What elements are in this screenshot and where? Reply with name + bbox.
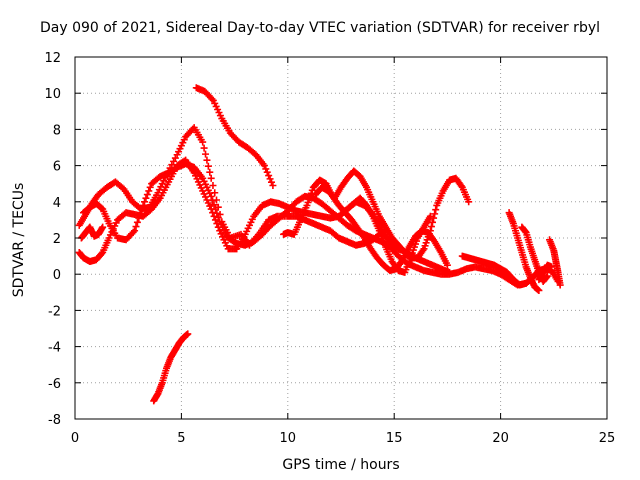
data-point [426, 227, 434, 235]
data-point [133, 218, 141, 226]
data-point [211, 205, 219, 213]
data-point [135, 214, 143, 222]
y-tick-label: 6 [53, 160, 61, 175]
data-point [209, 182, 217, 190]
data-point [199, 138, 207, 146]
data-point [142, 194, 150, 202]
data-point [465, 198, 473, 206]
x-tick-label: 25 [599, 431, 616, 446]
data-point [132, 223, 140, 231]
data-point [204, 162, 212, 170]
y-tick-label: -2 [48, 304, 61, 319]
series-arc-4 [192, 84, 277, 190]
data-point [138, 206, 146, 214]
y-tick-label: 10 [44, 87, 61, 102]
data-point [202, 150, 210, 158]
data-point [136, 210, 144, 218]
y-tick-label: -4 [48, 341, 61, 356]
data-marks [75, 84, 564, 405]
data-point [260, 162, 268, 170]
series-arc-14 [535, 261, 556, 284]
series-arc-1 [75, 124, 394, 249]
data-point [98, 250, 106, 258]
data-point [129, 228, 137, 236]
data-point [543, 272, 551, 280]
y-tick-label: -8 [48, 413, 61, 428]
series-arc-8 [311, 167, 473, 262]
y-tick-label: 4 [53, 196, 61, 211]
data-point [146, 183, 154, 191]
data-point [419, 246, 427, 254]
y-axis-label: SDTVAR / TECUs [11, 182, 27, 298]
data-point [265, 172, 273, 180]
x-axis-label: GPS time / hours [282, 457, 400, 473]
data-point [269, 182, 277, 190]
data-point [431, 210, 439, 218]
data-point [143, 191, 151, 199]
chart-title: Day 090 of 2021, Sidereal Day-to-day VTE… [39, 20, 601, 36]
data-point [145, 187, 153, 195]
data-point [214, 213, 222, 221]
data-point [203, 156, 211, 164]
data-point [535, 286, 543, 294]
x-tick-label: 20 [492, 431, 509, 446]
data-point [131, 227, 139, 235]
data-point [556, 281, 564, 289]
data-point [99, 223, 107, 231]
x-tick-label: 0 [71, 431, 79, 446]
y-tick-label: 2 [53, 232, 61, 247]
data-point [427, 223, 435, 231]
data-point [426, 212, 434, 220]
x-tick-label: 5 [177, 431, 185, 446]
data-point [548, 263, 556, 271]
data-point [210, 201, 218, 209]
x-tick-label: 15 [386, 431, 403, 446]
data-point [208, 95, 216, 103]
x-tick-label: 10 [280, 431, 297, 446]
data-point [457, 182, 465, 190]
axes: 0 5 10 15 20 25 -8 -6 -4 -2 0 2 4 6 8 10 12 [44, 51, 615, 446]
series-arc-9 [337, 194, 434, 276]
data-point [443, 261, 451, 269]
data-point [209, 197, 217, 205]
data-point [141, 198, 149, 206]
series-arc-13 [546, 236, 564, 289]
grid [75, 57, 607, 419]
data-point [184, 330, 192, 338]
y-tick-label: 8 [53, 123, 61, 138]
data-point [266, 175, 274, 183]
data-point [262, 165, 270, 173]
y-tick-label: -6 [48, 377, 61, 392]
data-point [207, 192, 215, 200]
series-arc-5 [77, 223, 107, 242]
data-point [207, 174, 215, 182]
data-point [213, 209, 221, 217]
data-point [398, 257, 406, 265]
data-point [267, 178, 275, 186]
data-point [263, 168, 271, 176]
data-point [206, 168, 214, 176]
y-tick-label: 0 [53, 268, 61, 283]
series-arc-11 [505, 209, 543, 294]
data-point [139, 201, 147, 209]
series-arc-6 [150, 330, 192, 405]
series-arc-3 [80, 160, 530, 289]
data-point [200, 144, 208, 152]
data-point [432, 206, 440, 214]
y-tick-label: 12 [44, 51, 61, 66]
